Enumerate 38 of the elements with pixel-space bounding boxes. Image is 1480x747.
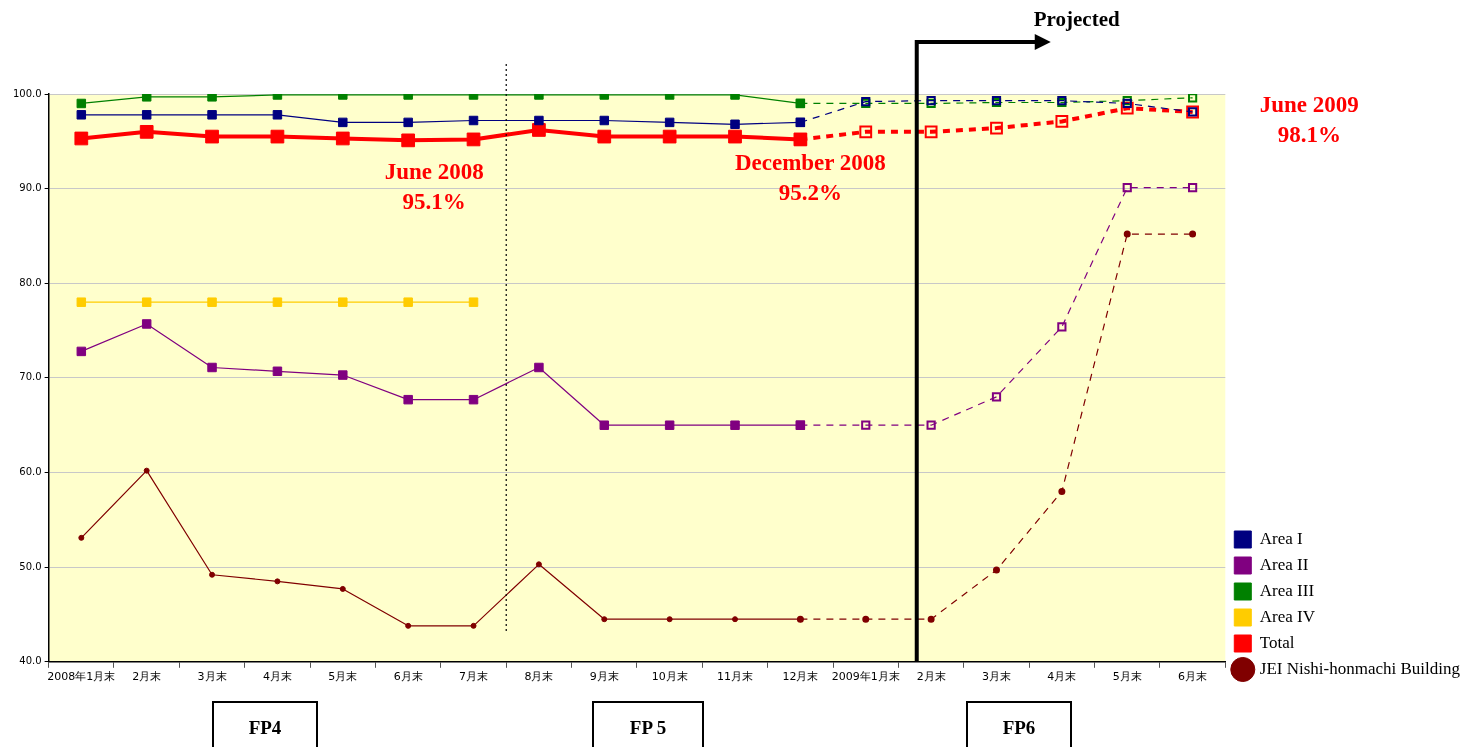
legend-label: JEI Nishi-honmachi Building (1259, 658, 1461, 678)
x-tick-label: 3月末 (197, 670, 227, 684)
legend-label: Area III (1259, 580, 1315, 600)
x-tick-label: 6月末 (393, 670, 423, 684)
legend-label: Total (1259, 632, 1295, 652)
legend-label: Area II (1259, 554, 1309, 574)
y-tick-label: 50.0 (19, 560, 42, 572)
x-tick-label: 8月末 (524, 670, 554, 684)
y-tick-label: 100.0 (12, 87, 42, 99)
y-tick-label: 40.0 (19, 655, 42, 667)
legend-label: Area I (1259, 528, 1304, 548)
annotation: June 2008 95.1% (383, 158, 485, 216)
x-tick-label: 3月末 (982, 670, 1011, 684)
x-tick-label: 2009年1月末 (831, 670, 900, 684)
text: FP6 (966, 701, 1072, 747)
x-tick-label: 7月末 (459, 670, 489, 684)
y-tick-label: 80.0 (19, 276, 42, 288)
y-tick-label: 70.0 (19, 371, 42, 383)
text: June 2009 98.1% (1258, 91, 1360, 149)
annotation: December 2008 95.2% (733, 149, 887, 207)
y-tick-label: 60.0 (19, 466, 42, 478)
y-tick-label: 90.0 (19, 182, 42, 194)
legend-label: Area IV (1259, 606, 1316, 626)
text: FP 5 (592, 701, 704, 747)
x-tick-label: 5月末 (1112, 670, 1142, 684)
text: Projected (1032, 6, 1121, 33)
x-tick-label: 6月末 (1178, 670, 1208, 684)
x-tick-label: 2月末 (132, 670, 162, 684)
x-tick-label: 2008年1月末 (47, 670, 116, 684)
x-tick-label: 5月末 (328, 670, 358, 684)
x-tick-label: 10月末 (651, 670, 688, 684)
x-tick-label: 4月末 (262, 670, 292, 684)
x-tick-label: 2月末 (916, 670, 946, 684)
x-tick-label: 9月末 (589, 670, 619, 684)
x-tick-label: 11月末 (717, 670, 754, 684)
x-tick-label: 12月末 (782, 670, 819, 684)
x-tick-label: 4月末 (1047, 670, 1077, 684)
text: FP4 (212, 701, 318, 747)
